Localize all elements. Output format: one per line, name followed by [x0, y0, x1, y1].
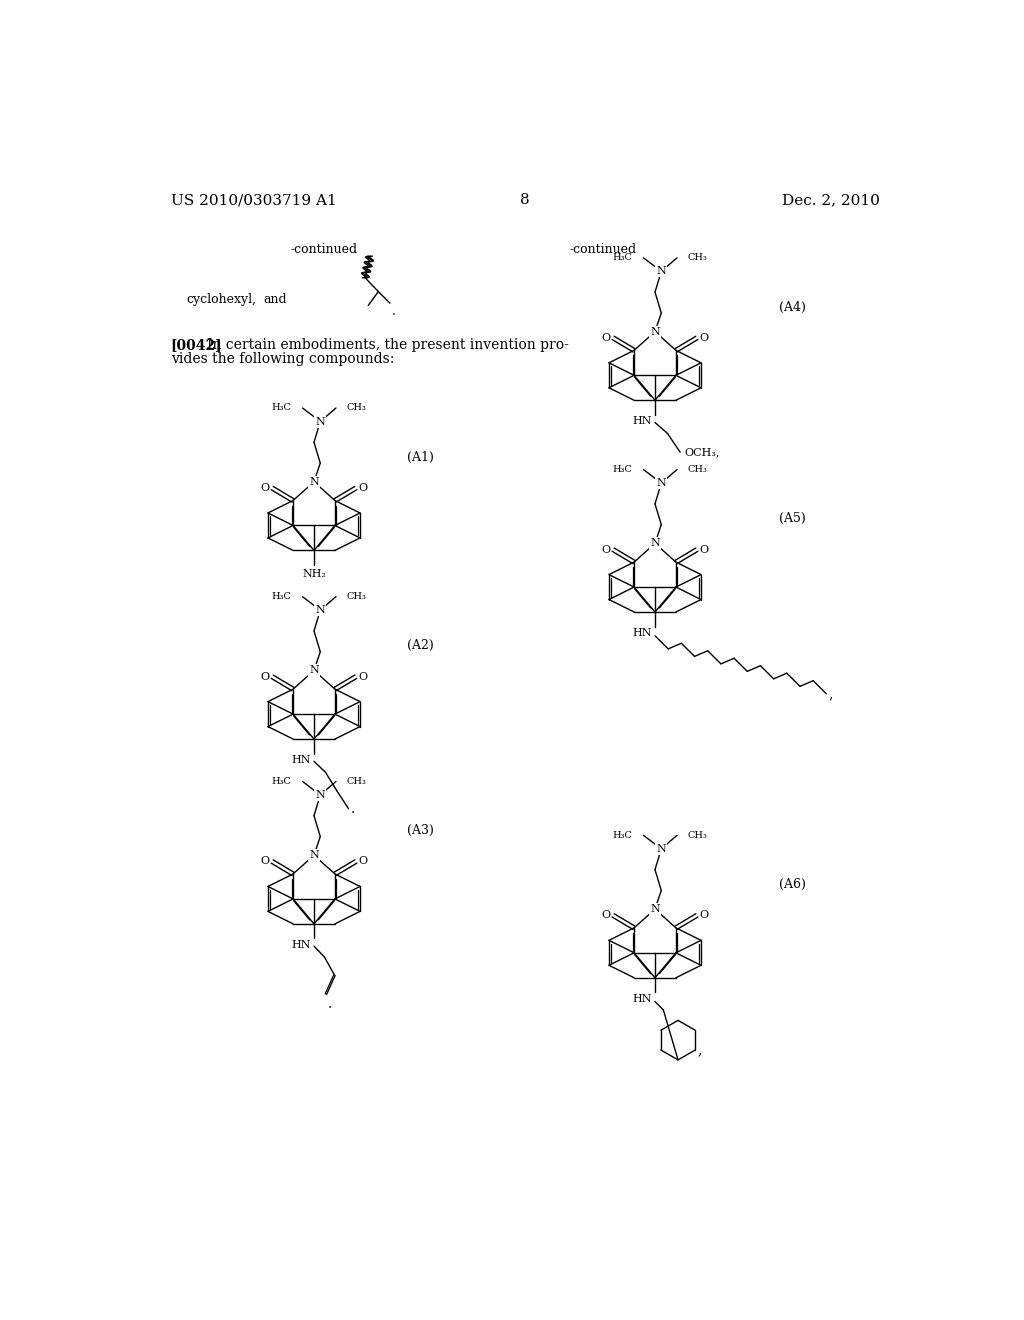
Text: HN: HN [292, 755, 311, 766]
Text: H₃C: H₃C [271, 777, 292, 785]
Text: HN: HN [633, 628, 652, 638]
Text: and: and [263, 293, 288, 306]
Text: vides the following compounds:: vides the following compounds: [171, 351, 394, 366]
Text: CH₃: CH₃ [688, 465, 708, 474]
Text: O: O [602, 545, 610, 554]
Text: CH₃: CH₃ [347, 777, 367, 785]
Text: N: N [309, 850, 318, 861]
Text: -continued: -continued [569, 243, 637, 256]
Text: N: N [309, 477, 318, 487]
Text: H₃C: H₃C [612, 830, 633, 840]
Text: -continued: -continued [291, 243, 357, 256]
Text: N: N [656, 843, 667, 854]
Text: H₃C: H₃C [612, 253, 633, 263]
Text: CH₃: CH₃ [688, 830, 708, 840]
Text: (A3): (A3) [407, 824, 434, 837]
Text: N: N [650, 326, 659, 337]
Text: O: O [699, 333, 709, 343]
Text: H₃C: H₃C [612, 465, 633, 474]
Text: N: N [650, 539, 659, 548]
Text: Dec. 2, 2010: Dec. 2, 2010 [782, 193, 880, 207]
Text: HN: HN [292, 940, 311, 950]
Text: O: O [602, 911, 610, 920]
Text: 8: 8 [520, 193, 529, 207]
Text: (A1): (A1) [407, 450, 434, 463]
Text: (A2): (A2) [407, 639, 434, 652]
Text: O: O [602, 333, 610, 343]
Text: O: O [699, 911, 709, 920]
Text: CH₃: CH₃ [347, 593, 367, 601]
Text: N: N [650, 904, 659, 915]
Text: O: O [261, 483, 269, 494]
Text: .: . [328, 997, 333, 1011]
Text: N: N [315, 789, 326, 800]
Text: [0042]: [0042] [171, 338, 222, 352]
Text: US 2010/0303719 A1: US 2010/0303719 A1 [171, 193, 336, 207]
Text: N: N [315, 605, 326, 615]
Text: (A5): (A5) [779, 512, 806, 525]
Text: N: N [656, 478, 667, 488]
Text: O: O [261, 672, 269, 681]
Text: .: . [351, 801, 355, 816]
Text: H₃C: H₃C [271, 593, 292, 601]
Text: ,: , [697, 1043, 701, 1057]
Text: OCH₃,: OCH₃, [684, 447, 719, 457]
Text: O: O [358, 857, 368, 866]
Text: ,: , [828, 686, 834, 701]
Text: .: . [391, 305, 395, 318]
Text: O: O [358, 672, 368, 681]
Text: O: O [699, 545, 709, 554]
Text: CH₃: CH₃ [347, 404, 367, 412]
Text: H₃C: H₃C [271, 404, 292, 412]
Text: O: O [261, 857, 269, 866]
Text: HN: HN [633, 994, 652, 1003]
Text: cyclohexyl,: cyclohexyl, [186, 293, 256, 306]
Text: N: N [656, 267, 667, 276]
Text: HN: HN [633, 416, 652, 426]
Text: CH₃: CH₃ [688, 253, 708, 263]
Text: In certain embodiments, the present invention pro-: In certain embodiments, the present inve… [207, 338, 569, 352]
Text: O: O [358, 483, 368, 494]
Text: N: N [315, 417, 326, 426]
Text: N: N [309, 665, 318, 676]
Text: (A4): (A4) [779, 301, 806, 313]
Text: (A6): (A6) [779, 878, 806, 891]
Text: NH₂: NH₂ [302, 569, 326, 578]
